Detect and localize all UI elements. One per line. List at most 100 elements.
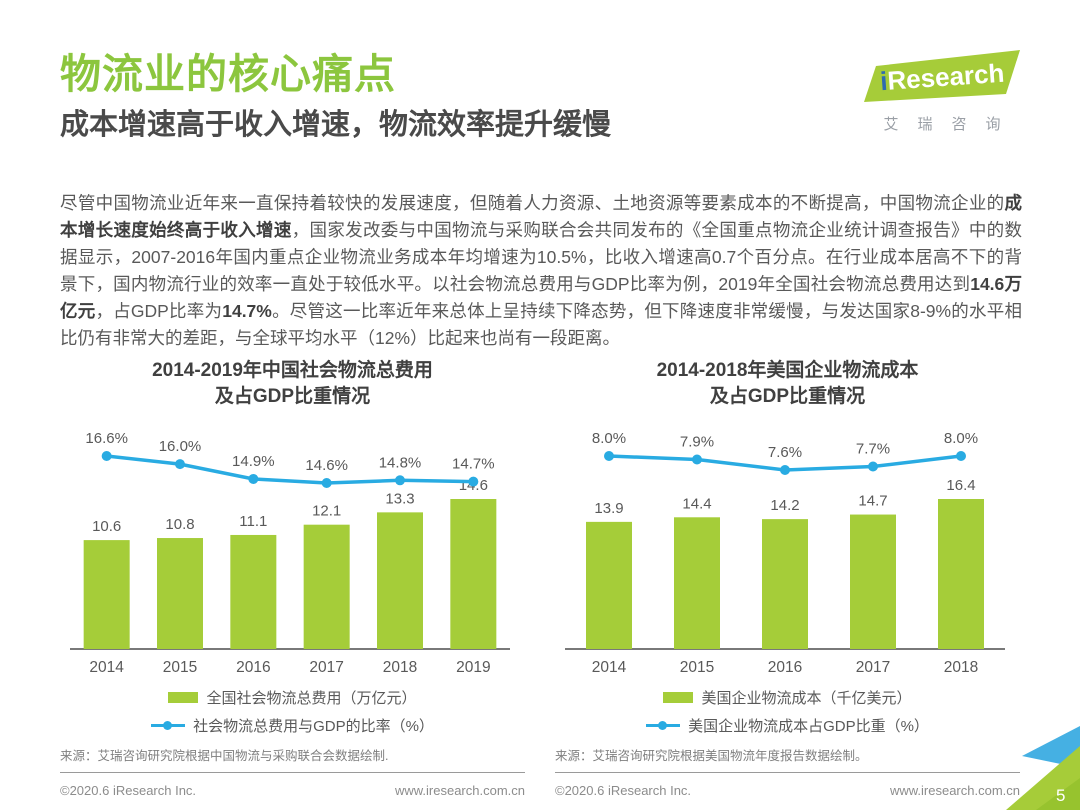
year-label: 2014	[592, 659, 627, 676]
year-label: 2015	[163, 659, 197, 676]
bar	[586, 522, 632, 650]
year-label: 2017	[856, 659, 890, 676]
legend-item: 社会物流总费用与GDP的比率（%）	[151, 715, 434, 736]
bar	[450, 499, 497, 650]
bar-value-label: 13.3	[385, 491, 414, 508]
year-label: 2016	[236, 659, 270, 676]
usa-chart-title-line2: 及占GDP比重情况	[709, 385, 866, 407]
percent-label: 14.8%	[379, 455, 422, 472]
paragraph-segment: 尽管中国物流业近年来一直保持着较快的发展速度，但随着人力资源、土地资源等要素成本…	[60, 193, 1005, 213]
year-label: 2014	[89, 659, 124, 676]
line-point	[321, 478, 332, 489]
year-label: 2016	[768, 659, 802, 676]
bar-value-label: 14.4	[682, 496, 711, 513]
corner-blue-triangle	[1022, 726, 1080, 768]
paragraph-bold-segment: 14.6万亿元	[60, 274, 1023, 321]
bar-value-label: 13.9	[594, 500, 623, 517]
legend-label: 社会物流总费用与GDP的比率（%）	[193, 718, 434, 736]
line-legend-swatch	[151, 720, 186, 731]
page-number: 5	[1056, 786, 1065, 805]
page-subtitle: 成本增速高于收入增速，物流效率提升缓慢	[60, 109, 612, 142]
gdp-ratio-line	[106, 454, 474, 486]
iresearch-logo: iResearch 艾瑞咨询	[862, 48, 1022, 134]
usa-chart-source: 来源：艾瑞咨询研究院根据美国物流年度报告数据绘制。	[555, 749, 868, 764]
footer-right: ©2020.6 iResearch Inc. www.iresearch.com…	[555, 772, 1020, 798]
bar-value-label: 11.1	[239, 513, 267, 530]
line-point	[175, 459, 185, 470]
percent-label: 14.6%	[305, 457, 348, 474]
year-label: 2018	[383, 659, 417, 676]
chart-canvas: 10.6 2014 10.8 2015 11.1 2016 12.1 2017 13.3 2018…	[70, 430, 510, 676]
chart-china: 2014-2019年中国社会物流总费用 及占GDP比重情况 10.6 2014 10.…	[60, 358, 525, 764]
legend-item: 美国企业物流成本占GDP比重（%）	[646, 715, 929, 736]
copyright-text: ©2020.6 iResearch Inc.	[555, 783, 692, 798]
year-label: 2018	[944, 659, 978, 676]
paragraph-segment: ，占GDP比率为	[95, 301, 223, 321]
bar	[230, 535, 277, 650]
legend-item: 全国社会物流总费用（万亿元）	[168, 687, 417, 708]
percent-label: 14.7%	[452, 456, 495, 473]
iresearch-logo-mark: iResearch	[864, 50, 1020, 102]
line-point	[692, 454, 702, 465]
copyright-text: ©2020.6 iResearch Inc.	[60, 783, 197, 798]
percent-label: 7.6%	[768, 444, 802, 461]
china-chart-plot: 10.6 2014 10.8 2015 11.1 2016 12.1 2017 13.3 2018…	[60, 411, 525, 683]
corner-triangles: 5	[1006, 726, 1080, 810]
bar	[938, 499, 984, 650]
bar	[377, 512, 423, 650]
legend-item: 美国企业物流成本（千亿美元）	[663, 687, 912, 708]
bar-legend-swatch	[168, 692, 199, 704]
corner-green-dark-triangle	[1036, 778, 1080, 810]
percent-label: 16.6%	[85, 430, 128, 447]
logo-parallelogram	[864, 50, 1020, 102]
line-point	[468, 476, 479, 487]
legend-label: 全国社会物流总费用（万亿元）	[206, 690, 417, 708]
line-point	[101, 451, 112, 462]
year-label: 2015	[680, 659, 714, 676]
percent-label: 14.9%	[232, 453, 275, 470]
percent-label: 8.0%	[592, 430, 626, 447]
year-label: 2017	[309, 659, 343, 676]
usa-chart-plot: 13.9 2014 14.4 2015 14.2 2016 14.7 2017 16.4 2018…	[555, 411, 1020, 683]
line-point	[248, 474, 259, 485]
paragraph-bold-segment: 成本增长速度始终高于收入增速	[60, 193, 1022, 240]
percent-label: 7.7%	[856, 441, 890, 458]
bar	[674, 517, 720, 650]
line-point	[395, 475, 405, 486]
usa-chart-title: 2014-2018年美国企业物流成本 及占GDP比重情况	[555, 358, 1020, 409]
logo-i: i	[879, 66, 888, 96]
header: 物流业的核心痛点 成本增速高于收入增速，物流效率提升缓慢	[60, 51, 1020, 142]
legend-label: 美国企业物流成本占GDP比重（%）	[688, 718, 929, 736]
bar	[850, 514, 896, 650]
bar	[303, 524, 350, 650]
bar	[157, 538, 203, 650]
paragraph-bold-segment: 14.7%	[222, 301, 272, 321]
bar	[83, 540, 130, 650]
percent-label: 16.0%	[159, 438, 202, 455]
page-title: 物流业的核心痛点	[60, 51, 396, 97]
chart-usa: 2014-2018年美国企业物流成本 及占GDP比重情况 13.9 2014 14.4…	[555, 358, 1020, 764]
website-text: www.iresearch.com.cn	[889, 783, 1020, 798]
line-point	[956, 451, 966, 462]
china-chart-title-line2: 及占GDP比重情况	[214, 385, 371, 407]
bar	[762, 519, 808, 650]
line-legend-swatch	[646, 720, 681, 731]
charts-row: 2014-2019年中国社会物流总费用 及占GDP比重情况 10.6 2014 10.…	[60, 358, 1020, 764]
china-chart-title: 2014-2019年中国社会物流总费用 及占GDP比重情况	[60, 358, 525, 409]
page-corner-decoration: 5	[1000, 722, 1080, 810]
usa-chart-legend: 美国企业物流成本（千亿美元） 美国企业物流成本占GDP比重（%）	[555, 687, 1020, 736]
bar-legend-swatch	[663, 692, 694, 704]
percent-label: 8.0%	[944, 430, 978, 447]
logo-chinese-text: 艾瑞咨询	[883, 116, 1020, 133]
body-paragraph: 尽管中国物流业近年来一直保持着较快的发展速度，但随着人力资源、土地资源等要素成本…	[60, 190, 1022, 352]
bar-value-label: 14.2	[770, 497, 799, 514]
year-label: 2019	[456, 659, 490, 676]
legend-label: 美国企业物流成本（千亿美元）	[701, 690, 912, 708]
bar-value-label: 12.1	[312, 503, 341, 520]
bar-value-label: 10.8	[165, 516, 194, 533]
footer: ©2020.6 iResearch Inc. www.iresearch.com…	[60, 772, 1020, 798]
line-point	[780, 465, 790, 476]
bar-value-label: 16.4	[946, 477, 975, 494]
footer-left: ©2020.6 iResearch Inc. www.iresearch.com…	[60, 772, 525, 798]
